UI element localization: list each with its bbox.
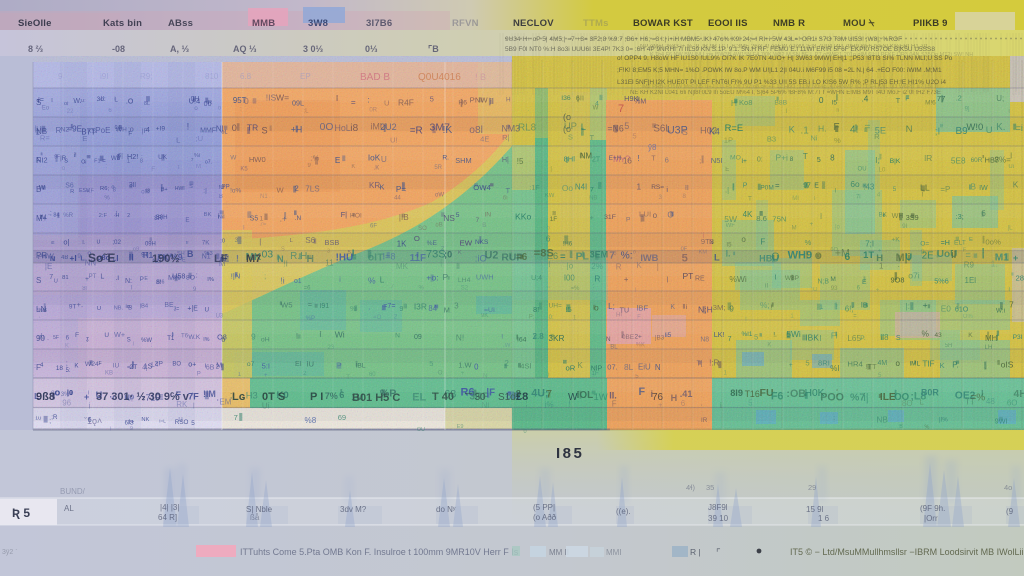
svg-text:0⅓: 0⅓ [365, 44, 378, 54]
svg-text:EOOI IIS: EOOI IIS [708, 18, 748, 29]
svg-text:AQ ⅓: AQ ⅓ [233, 44, 257, 54]
svg-text:Ʀ 5: Ʀ 5 [12, 506, 30, 520]
svg-text:Kats bin: Kats bin [103, 18, 142, 29]
svg-text:MM II: MM II [549, 548, 569, 557]
svg-text:K.To4 F6 NW BW |NU :o= I5W3B 4: K.To4 F6 NW BW |NU :o= I5W3B 4W15N F4 7i… [650, 52, 973, 58]
svg-text:29: 29 [808, 483, 816, 492]
svg-text:(9F 9h.: (9F 9h. [920, 504, 945, 513]
svg-text:ßå: ßå [250, 513, 260, 522]
svg-text:ITTuhts Come 5.Pta OMB Kon F.: ITTuhts Come 5.Pta OMB Kon F. Insulroe t… [240, 547, 519, 557]
svg-text:NP oM+I :%83 i+.% :9. !B 9B I7: NP oM+I :%83 i+.% :9. !B 9B I7; I. 6;3ME… [640, 44, 929, 50]
svg-text:AL: AL [64, 504, 74, 513]
svg-text:39 10: 39 10 [708, 514, 729, 523]
svg-text:TTMs: TTMs [583, 18, 609, 29]
svg-text:35: 35 [706, 483, 714, 492]
svg-text:IT5 © − Ltd/MsuMMullhmsllsr −I: IT5 © − Ltd/MsuMMullhmsllsr −IBRM Loodsi… [790, 547, 1024, 557]
svg-text:⌜: ⌜ [716, 548, 721, 559]
svg-text:3 0⅓: 3 0⅓ [303, 44, 324, 54]
svg-text:-08: -08 [112, 44, 125, 54]
svg-text:NMB R: NMB R [773, 18, 805, 29]
svg-text:R |: R | [690, 547, 701, 557]
svg-text:(9: (9 [1006, 507, 1014, 516]
svg-text:ABss: ABss [168, 18, 193, 29]
svg-text:3I7B6: 3I7B6 [366, 18, 392, 29]
svg-text:NECLOV: NECLOV [513, 18, 554, 29]
svg-text:MMI: MMI [606, 548, 622, 557]
svg-text:BOWAR KST: BOWAR KST [633, 18, 693, 29]
svg-text:4o: 4o [1004, 483, 1012, 492]
svg-text:8 ⅔: 8 ⅔ [28, 44, 44, 54]
svg-text:5B9 F0l NT0 %:H 8o3i UUU6I 3E4: 5B9 F0l NT0 %:H 8o3i UUU6I 3E4P! 7K3 0= … [505, 46, 935, 53]
svg-text:64 R]: 64 R] [158, 513, 177, 522]
svg-text:PIIKB 9: PIIKB 9 [913, 18, 948, 29]
svg-text:BUND/: BUND/ [60, 487, 86, 496]
svg-text:SieOlle: SieOlle [18, 18, 52, 29]
svg-text:9U34 H+ oP 5| 4M5;| =7 +3= 3F2: 9U34 H+ oP 5| 4M5;| =7 +3= 3F2;8 %9:7 ;B… [505, 36, 902, 43]
svg-text:A, ⅓: A, ⅓ [170, 44, 190, 54]
svg-text:⌜B: ⌜B [428, 44, 439, 54]
svg-text:0: 0 [524, 429, 527, 435]
svg-text:|Orr: |Orr [924, 514, 938, 523]
svg-text:(o Aðð: (o Aðð [533, 513, 557, 522]
svg-text:MMB: MMB [252, 18, 275, 29]
svg-text:3ŷ2 ˇ: 3ŷ2 ˇ [2, 549, 18, 556]
svg-text:3W8: 3W8 [308, 18, 328, 29]
svg-text:S| Nble: S| Nble [246, 505, 273, 514]
svg-text:(5 PP|: (5 PP| [533, 503, 555, 512]
svg-text:J8F9l: J8F9l [708, 503, 728, 512]
svg-text:15 9l: 15 9l [806, 505, 824, 514]
svg-text:MOU ⍀: MOU ⍀ [843, 18, 875, 29]
svg-text:|4| |3|: |4| |3| [160, 503, 179, 512]
svg-text:4ɬ): 4ɬ) [686, 483, 695, 492]
svg-text:((e).: ((e). [616, 507, 631, 516]
svg-text:1 6: 1 6 [818, 514, 830, 523]
svg-text:3dv M?: 3dv M? [340, 505, 367, 514]
svg-text:I85: I85 [556, 445, 584, 462]
svg-text:do Nʸ: do Nʸ [436, 505, 456, 514]
svg-text:RFVN: RFVN [452, 18, 479, 29]
